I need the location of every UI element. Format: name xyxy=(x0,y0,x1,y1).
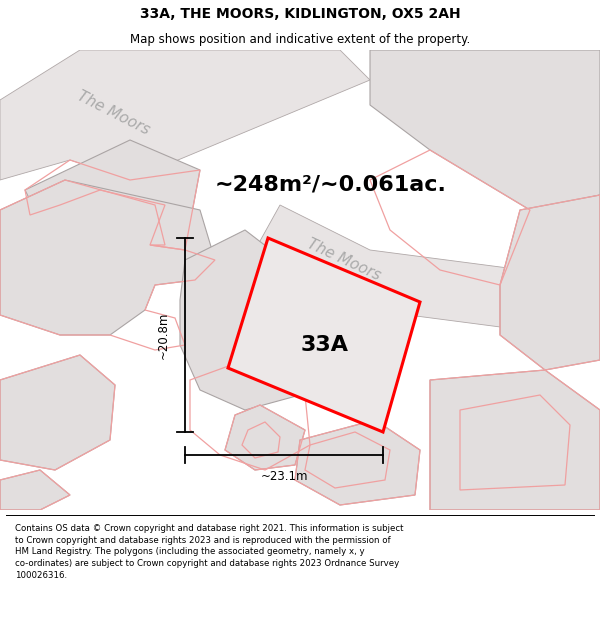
Polygon shape xyxy=(0,470,70,510)
Text: 33A: 33A xyxy=(301,335,349,355)
Polygon shape xyxy=(430,370,600,510)
Polygon shape xyxy=(228,238,420,432)
Polygon shape xyxy=(25,140,200,280)
Polygon shape xyxy=(255,205,600,340)
Polygon shape xyxy=(225,405,305,470)
Polygon shape xyxy=(370,50,600,210)
Text: ~248m²/~0.061ac.: ~248m²/~0.061ac. xyxy=(215,175,447,195)
Polygon shape xyxy=(180,230,340,410)
Polygon shape xyxy=(0,355,115,470)
Text: Map shows position and indicative extent of the property.: Map shows position and indicative extent… xyxy=(130,32,470,46)
Text: ~20.8m: ~20.8m xyxy=(157,311,170,359)
Text: The Moors: The Moors xyxy=(75,88,152,138)
Text: The Moors: The Moors xyxy=(305,236,383,284)
Text: ~23.1m: ~23.1m xyxy=(260,471,308,484)
Polygon shape xyxy=(0,50,370,180)
Polygon shape xyxy=(295,420,420,505)
Text: 33A, THE MOORS, KIDLINGTON, OX5 2AH: 33A, THE MOORS, KIDLINGTON, OX5 2AH xyxy=(140,7,460,21)
Text: Contains OS data © Crown copyright and database right 2021. This information is : Contains OS data © Crown copyright and d… xyxy=(15,524,404,580)
Polygon shape xyxy=(500,195,600,370)
Polygon shape xyxy=(0,180,215,335)
